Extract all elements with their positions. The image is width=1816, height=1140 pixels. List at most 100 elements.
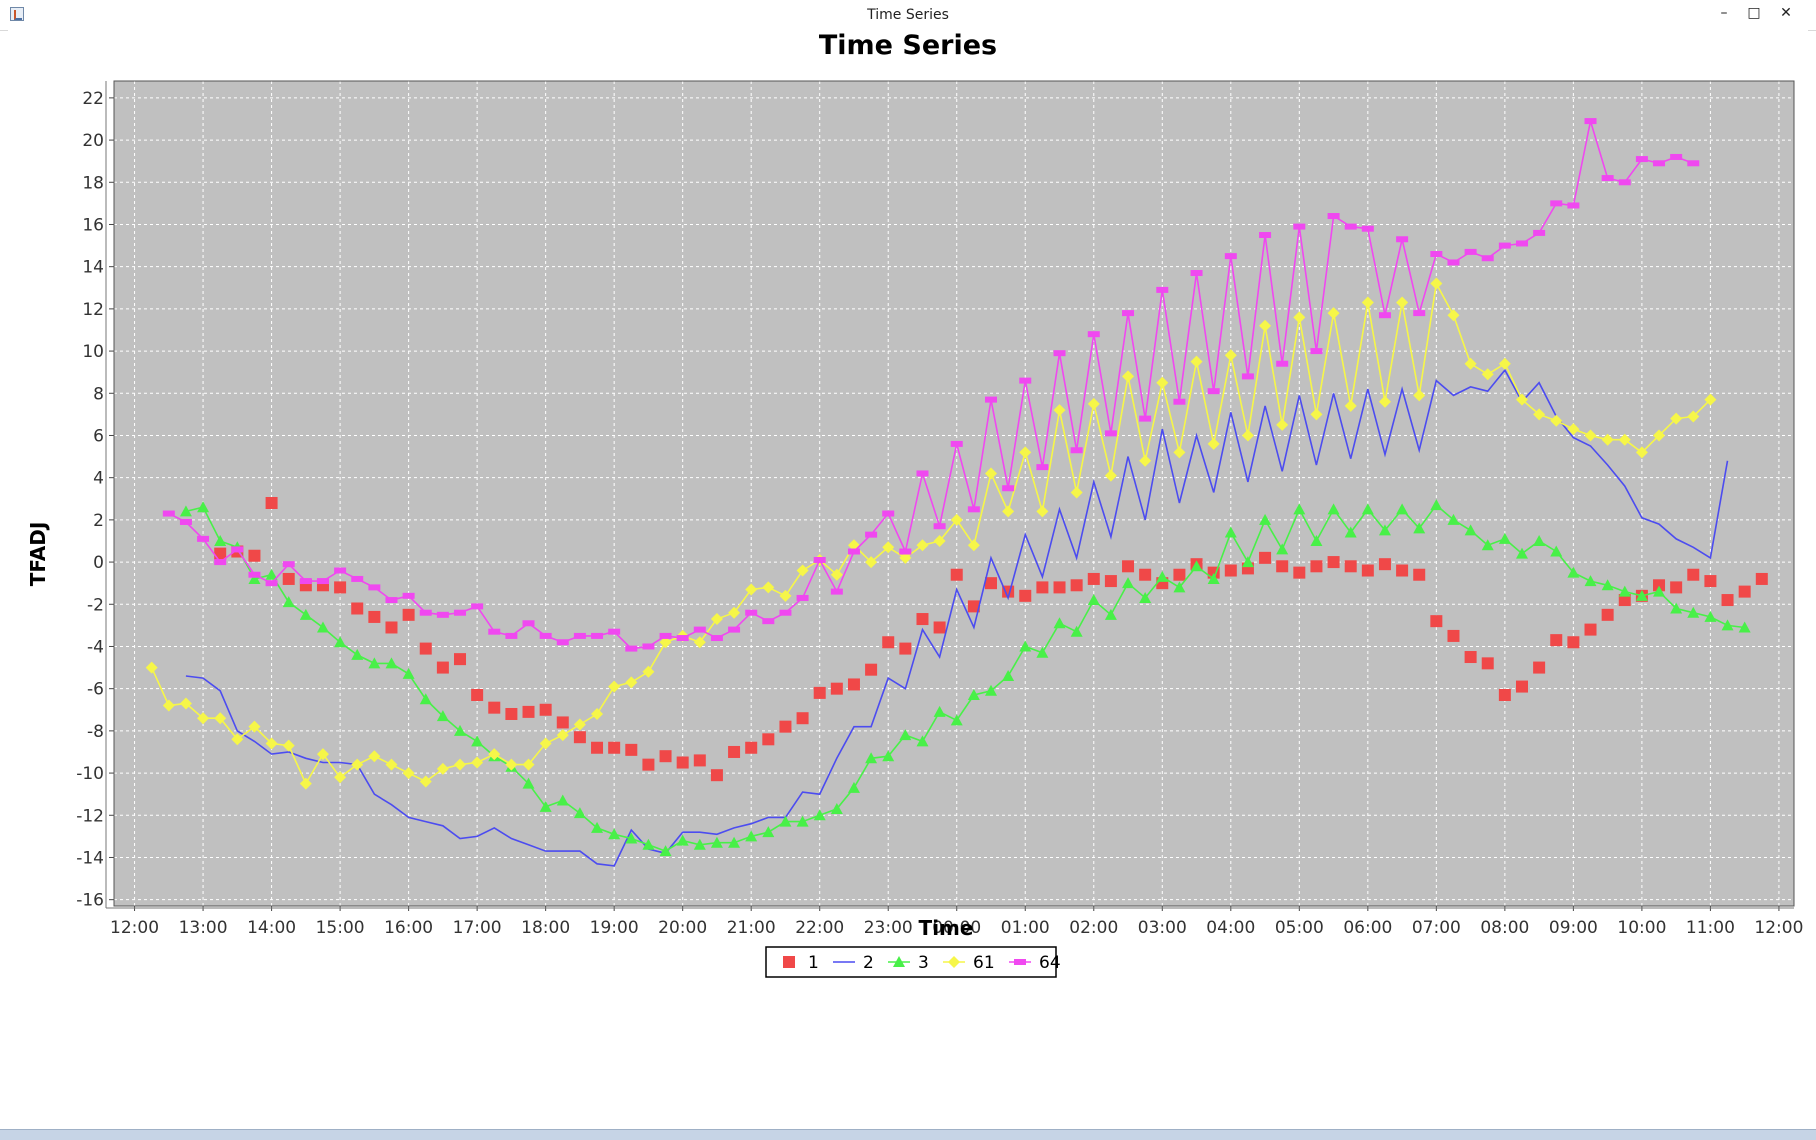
series-64-point bbox=[1070, 447, 1083, 454]
series-3-point bbox=[316, 621, 329, 633]
legend-symbol-61 bbox=[948, 956, 960, 968]
series-64-point bbox=[573, 632, 586, 639]
series-1-point bbox=[693, 754, 706, 767]
series-64-point bbox=[1104, 430, 1117, 437]
series-3-point bbox=[1687, 606, 1700, 618]
series-64-point bbox=[1344, 223, 1357, 230]
series-64-point bbox=[419, 609, 432, 616]
series-61-point bbox=[1413, 389, 1426, 402]
series-3-point bbox=[847, 781, 860, 793]
series-3-point bbox=[865, 752, 878, 764]
series-3-point bbox=[710, 836, 723, 848]
legend-symbol-64 bbox=[1014, 959, 1026, 965]
series-3-point bbox=[299, 608, 312, 620]
series-64-point bbox=[1241, 373, 1254, 380]
series-3-point bbox=[796, 815, 809, 827]
series-1-point bbox=[984, 577, 997, 590]
x-tick-label: 03:00 bbox=[1138, 918, 1187, 938]
series-3-point bbox=[436, 710, 449, 722]
maximize-button[interactable]: □ bbox=[1747, 5, 1761, 21]
minimize-button[interactable]: – bbox=[1720, 5, 1728, 21]
series-61-point bbox=[1430, 277, 1443, 290]
series-61-point bbox=[522, 758, 535, 771]
x-tick-label: 22:00 bbox=[795, 918, 844, 938]
x-tick-label: 05:00 bbox=[1275, 918, 1324, 938]
series-1-point bbox=[368, 610, 381, 623]
series-1-point bbox=[642, 758, 655, 771]
series-64-point bbox=[1310, 348, 1323, 355]
series-1-point bbox=[1259, 551, 1272, 564]
series-61-point bbox=[1002, 505, 1015, 518]
series-3-point bbox=[916, 735, 929, 747]
series-3-point bbox=[1173, 581, 1186, 593]
series-1-point bbox=[676, 756, 689, 769]
series-3-point bbox=[1293, 503, 1306, 515]
series-64-point bbox=[1036, 464, 1049, 471]
series-2 bbox=[185, 368, 1729, 867]
os-taskbar[interactable] bbox=[0, 1129, 1816, 1140]
series-3-point bbox=[1567, 566, 1580, 578]
series-3-point bbox=[1601, 579, 1614, 591]
series-1-point bbox=[1276, 560, 1289, 573]
series-61-point bbox=[179, 697, 192, 710]
y-tick-label: -8 bbox=[87, 722, 104, 742]
series-3-point bbox=[1533, 534, 1546, 546]
series-3-point bbox=[1310, 534, 1323, 546]
x-tick-label: 12:00 bbox=[1754, 918, 1803, 938]
series-64-point bbox=[1087, 331, 1100, 338]
series-64-point bbox=[1207, 388, 1220, 395]
series-64-point bbox=[796, 594, 809, 601]
series-64-point bbox=[1327, 213, 1340, 220]
y-tick-label: 2 bbox=[93, 511, 104, 531]
series-1-point bbox=[865, 663, 878, 676]
series-64-point bbox=[1276, 360, 1289, 367]
series-61-point bbox=[1653, 429, 1666, 442]
series-3-point bbox=[197, 501, 210, 513]
y-axis-label: TFADJ bbox=[26, 522, 50, 587]
legend-symbol-3 bbox=[893, 956, 905, 967]
series-64-point bbox=[899, 548, 912, 555]
series-61-point bbox=[710, 613, 723, 626]
series-64-point bbox=[676, 635, 689, 642]
y-tick-label: 0 bbox=[93, 553, 104, 573]
series-61-point bbox=[1276, 418, 1289, 431]
series-64-point bbox=[1053, 350, 1066, 357]
series-3-point bbox=[1122, 577, 1135, 589]
series-1-point bbox=[1378, 558, 1391, 571]
series-1-point bbox=[556, 716, 569, 729]
series-64-point bbox=[1002, 485, 1015, 492]
series-1-point bbox=[282, 572, 295, 585]
series-61-point bbox=[1670, 412, 1683, 425]
series-3-point bbox=[1207, 572, 1220, 584]
series-61-point bbox=[1533, 408, 1546, 421]
java-app-icon[interactable] bbox=[10, 7, 24, 21]
series-64-point bbox=[1464, 248, 1477, 255]
series-1-point bbox=[1447, 629, 1460, 642]
series-61-point bbox=[1156, 376, 1169, 389]
series-64-point bbox=[214, 559, 227, 566]
series-1 bbox=[214, 496, 1768, 782]
series-1-point bbox=[1515, 680, 1528, 693]
series-64-point bbox=[436, 611, 449, 618]
series-61-point bbox=[1173, 446, 1186, 459]
series-1-point bbox=[1584, 623, 1597, 636]
series-64-point bbox=[1293, 223, 1306, 230]
series-1-point bbox=[1687, 568, 1700, 581]
series-3-point bbox=[625, 832, 638, 844]
series-1-point bbox=[1618, 594, 1631, 607]
series-61-point bbox=[1104, 469, 1117, 482]
series-1-point bbox=[488, 701, 501, 714]
series-61-point bbox=[573, 718, 586, 731]
series-3-point bbox=[1447, 513, 1460, 525]
close-button[interactable]: ✕ bbox=[1780, 5, 1792, 21]
series-1-point bbox=[419, 642, 432, 655]
series-64-point bbox=[728, 626, 741, 633]
series-3-point bbox=[214, 534, 227, 546]
legend-label-1: 1 bbox=[808, 953, 819, 973]
series-3-point bbox=[1002, 670, 1015, 682]
series-3-point bbox=[1464, 524, 1477, 536]
series-3-point bbox=[1276, 543, 1289, 555]
series-61-point bbox=[1498, 357, 1511, 370]
series-61-point bbox=[1053, 404, 1066, 417]
series-1-point bbox=[1036, 581, 1049, 594]
